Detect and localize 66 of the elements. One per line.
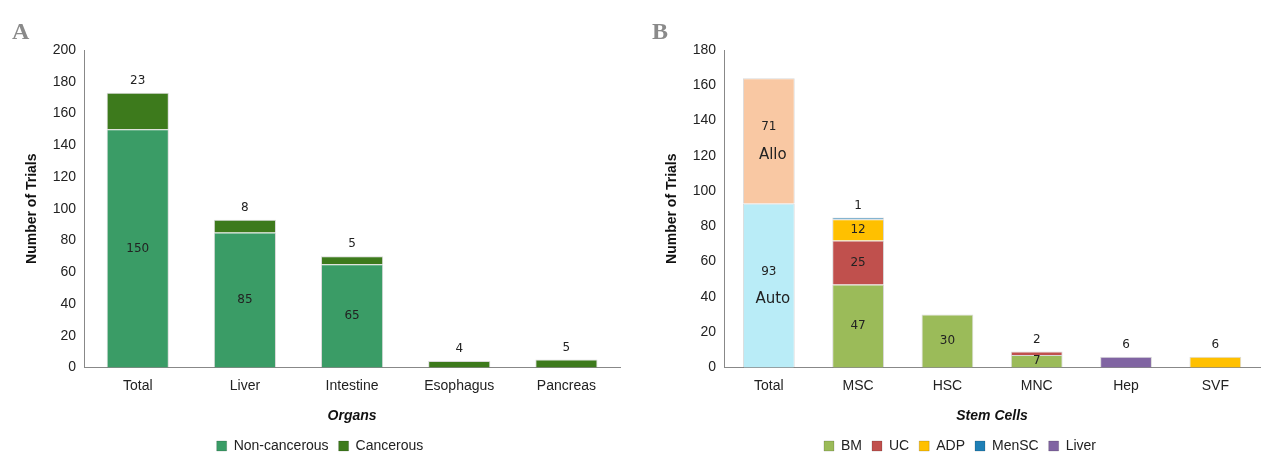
y-tick-label: 140 — [52, 136, 77, 153]
data-label: 12 — [850, 221, 866, 236]
y-tick-label: 160 — [692, 76, 717, 93]
data-label: 7 — [1032, 353, 1041, 368]
data-label: 85 — [237, 292, 253, 307]
x-tick-label: SVF — [1201, 376, 1229, 393]
x-tick-label: MSC — [842, 376, 874, 393]
data-label: 150 — [126, 240, 150, 255]
legend-label: UC — [888, 436, 910, 453]
series-label: Allo — [758, 144, 787, 163]
data-label: 93 — [761, 263, 777, 278]
x-tick-label: Hep — [1113, 376, 1140, 393]
y-tick-label: 100 — [52, 199, 77, 216]
x-tick-label: Pancreas — [536, 376, 596, 393]
y-axis-title: Number of Trials — [663, 153, 680, 264]
y-tick-label: 40 — [700, 287, 717, 304]
legend-label: BM — [840, 436, 862, 453]
data-label: 1 — [854, 197, 862, 212]
y-axis-title: Number of Trials — [23, 153, 40, 264]
y-tick-label: 80 — [700, 217, 717, 234]
y-tick-label: 120 — [52, 167, 77, 184]
data-label: 6 — [1211, 336, 1220, 351]
y-tick-label: 80 — [60, 231, 77, 248]
y-tick-label: 140 — [692, 111, 717, 128]
y-tick-label: 60 — [700, 252, 717, 269]
data-label: 4 — [455, 341, 464, 356]
y-tick-label: 180 — [52, 72, 77, 89]
x-tick-label: MNC — [1020, 376, 1053, 393]
y-tick-label: 60 — [60, 263, 77, 280]
legend-label: MenSC — [991, 436, 1039, 453]
y-tick-label: 20 — [700, 322, 717, 339]
chart-title: A — [12, 18, 30, 45]
data-label: 71 — [761, 118, 777, 133]
x-tick-label: Total — [122, 376, 153, 393]
legend-label: Non-cancerous — [233, 436, 329, 453]
x-tick-label: Intestine — [325, 376, 379, 393]
x-tick-label: Total — [754, 376, 784, 393]
x-tick-label: Liver — [229, 376, 261, 393]
data-label: 23 — [130, 72, 146, 87]
x-tick-label: HSC — [932, 376, 963, 393]
data-label: 5 — [348, 236, 356, 251]
series-label: Auto — [755, 289, 791, 308]
y-tick-label: 20 — [60, 326, 77, 343]
data-label: 47 — [850, 318, 866, 333]
data-label: 6 — [1122, 336, 1130, 351]
data-label: 25 — [850, 254, 866, 269]
y-tick-label: 160 — [52, 104, 77, 121]
y-tick-label: 120 — [692, 146, 717, 163]
y-tick-label: 200 — [52, 40, 77, 57]
x-axis-title: Stem Cells — [956, 407, 1029, 424]
y-tick-label: 40 — [60, 294, 77, 311]
legend-label: ADP — [936, 436, 965, 453]
data-label: 30 — [939, 333, 956, 348]
y-tick-label: 0 — [68, 358, 77, 375]
data-label: 65 — [344, 307, 360, 322]
legend-label: Liver — [1065, 436, 1097, 453]
x-axis-title: Organs — [327, 407, 377, 424]
data-label: 5 — [562, 339, 571, 354]
chart-title: B — [652, 18, 669, 45]
x-tick-label: Esophagus — [424, 376, 495, 393]
data-label: 8 — [241, 199, 249, 214]
data-label: 2 — [1032, 331, 1041, 346]
y-tick-label: 180 — [692, 40, 717, 57]
y-tick-label: 0 — [708, 358, 717, 375]
y-tick-label: 100 — [692, 181, 717, 198]
legend-label: Cancerous — [355, 436, 424, 453]
